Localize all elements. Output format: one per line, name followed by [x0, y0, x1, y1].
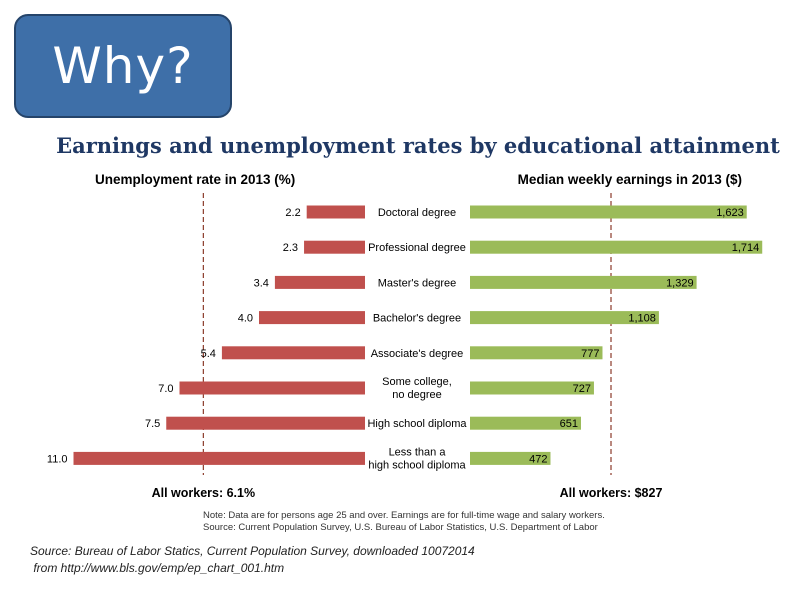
unemployment-label: 7.5	[145, 418, 160, 430]
earnings-bar	[470, 451, 551, 465]
unemployment-label: 2.2	[285, 207, 300, 219]
unemployment-bar	[166, 416, 365, 430]
chart-source: Source: Current Population Survey, U.S. …	[203, 522, 598, 533]
earnings-label: 777	[581, 348, 599, 360]
why-header-box: Why?	[14, 14, 232, 118]
earnings-bar	[470, 346, 603, 360]
unemployment-bar	[274, 275, 365, 289]
category-label: Less than a	[389, 446, 447, 458]
unemployment-bar	[259, 311, 365, 325]
earnings-label: 1,108	[628, 313, 656, 325]
right-panel-title: Median weekly earnings in 2013 ($)	[518, 172, 742, 187]
unemployment-bar	[73, 451, 365, 465]
why-header-text: Why?	[52, 37, 194, 95]
unemployment-label: 2.3	[283, 242, 298, 254]
earnings-bar	[470, 381, 594, 395]
unemployment-label: 7.0	[158, 383, 173, 395]
category-label: Doctoral degree	[378, 207, 456, 219]
earnings-label: 1,623	[716, 207, 744, 219]
earnings-bar	[470, 416, 581, 430]
chart-title: Earnings and unemployment rates by educa…	[56, 133, 780, 158]
category-label: no degree	[392, 389, 442, 401]
category-label: Master's degree	[378, 277, 457, 289]
earnings-label: 472	[529, 453, 547, 465]
unemployment-bar	[221, 346, 365, 360]
earnings-label: 1,329	[666, 277, 694, 289]
category-label: Bachelor's degree	[373, 313, 461, 325]
category-label: Associate's degree	[371, 348, 464, 360]
category-label: High school diploma	[367, 418, 467, 430]
category-label: high school diploma	[368, 459, 466, 471]
earnings-label: 1,714	[732, 242, 760, 254]
earnings-bar	[470, 275, 697, 289]
education-chart: Earnings and unemployment rates by educa…	[47, 133, 780, 533]
earnings-bar	[470, 240, 763, 254]
right-reference-label: All workers: $827	[560, 486, 663, 500]
source-note: Source: Bureau of Labor Statics, Current…	[30, 543, 475, 577]
unemployment-label: 4.0	[238, 313, 253, 325]
earnings-label: 651	[560, 418, 578, 430]
category-label: Some college,	[382, 376, 452, 388]
left-reference-label: All workers: 6.1%	[152, 486, 256, 500]
left-panel-title: Unemployment rate in 2013 (%)	[95, 172, 295, 187]
unemployment-bar	[304, 240, 365, 254]
category-label: Professional degree	[368, 242, 466, 254]
unemployment-label: 11.0	[47, 453, 68, 465]
earnings-bar	[470, 311, 659, 325]
source-line-2: from http://www.bls.gov/emp/ep_chart_001…	[30, 561, 285, 575]
earnings-label: 727	[573, 383, 591, 395]
unemployment-label: 3.4	[254, 277, 269, 289]
earnings-bar	[470, 205, 747, 219]
unemployment-bar	[179, 381, 365, 395]
chart-note: Note: Data are for persons age 25 and ov…	[203, 510, 605, 521]
unemployment-label: 5.4	[201, 348, 216, 360]
source-line-1: Source: Bureau of Labor Statics, Current…	[30, 544, 475, 558]
unemployment-bar	[306, 205, 365, 219]
